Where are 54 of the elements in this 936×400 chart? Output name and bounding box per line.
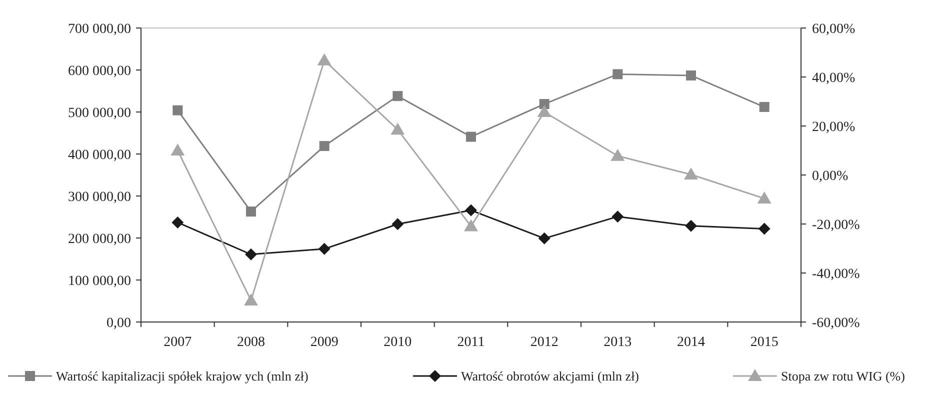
point bbox=[245, 248, 257, 260]
x-tick-label: 2011 bbox=[457, 335, 485, 350]
y-tick-label: 700 000,00 bbox=[68, 22, 131, 37]
point bbox=[757, 192, 772, 204]
y-tick-label: 100 000,00 bbox=[68, 274, 131, 289]
y2-tick-label: 60,00% bbox=[812, 22, 856, 37]
point bbox=[686, 70, 696, 80]
point bbox=[390, 122, 405, 135]
x-tick-label: 2007 bbox=[164, 335, 192, 350]
point bbox=[758, 222, 770, 235]
y2-tick-label: -40,00% bbox=[812, 266, 860, 282]
x-tick-label: 2010 bbox=[384, 335, 412, 350]
point bbox=[612, 69, 623, 80]
point bbox=[244, 293, 258, 306]
y2-tick-label: 40,00% bbox=[812, 70, 856, 86]
x-tick-label: 2015 bbox=[750, 335, 778, 350]
y-tick-label: 300 000,00 bbox=[68, 190, 131, 205]
point bbox=[172, 216, 184, 228]
point bbox=[392, 218, 404, 230]
y2-tick-label: -60,00% bbox=[812, 316, 860, 331]
y-tick-label: 500 000,00 bbox=[68, 106, 131, 121]
x-tick-label: 2012 bbox=[530, 335, 558, 350]
y-tick-label: 400 000,00 bbox=[68, 148, 131, 163]
point bbox=[685, 220, 697, 232]
x-tick-label: 2014 bbox=[677, 335, 705, 350]
point bbox=[464, 219, 478, 232]
point bbox=[759, 102, 770, 112]
point bbox=[466, 132, 476, 142]
x-tick-label: 2013 bbox=[604, 335, 632, 350]
point bbox=[612, 210, 624, 223]
point bbox=[392, 91, 403, 102]
x-tick-label: 2008 bbox=[237, 335, 265, 350]
x-tick-label: 2009 bbox=[310, 335, 338, 350]
point bbox=[318, 242, 330, 255]
point bbox=[246, 206, 256, 217]
point bbox=[465, 204, 477, 216]
y2-tick-label: -20,00% bbox=[812, 218, 860, 233]
point bbox=[684, 168, 698, 180]
point bbox=[172, 105, 183, 116]
point bbox=[317, 53, 332, 66]
point bbox=[319, 141, 330, 152]
point bbox=[170, 144, 185, 156]
y-tick-label: 600 000,00 bbox=[68, 64, 131, 79]
legend-label: Wartość obrotów akcjami (mln zł) bbox=[461, 368, 640, 384]
point bbox=[538, 232, 550, 244]
point bbox=[537, 105, 552, 118]
legend-label: Stopa zw rotu WIG (%) bbox=[781, 368, 905, 384]
y-tick-label: 0,00 bbox=[106, 316, 131, 331]
legend-label: Wartość kapitalizacji spółek krajow ych (mln zł) bbox=[56, 368, 308, 384]
y2-tick-label: 0,00% bbox=[812, 168, 848, 184]
y2-tick-label: 20,00% bbox=[812, 120, 856, 135]
point bbox=[539, 99, 550, 110]
y-tick-label: 200 000,00 bbox=[68, 232, 131, 247]
point bbox=[610, 148, 625, 161]
